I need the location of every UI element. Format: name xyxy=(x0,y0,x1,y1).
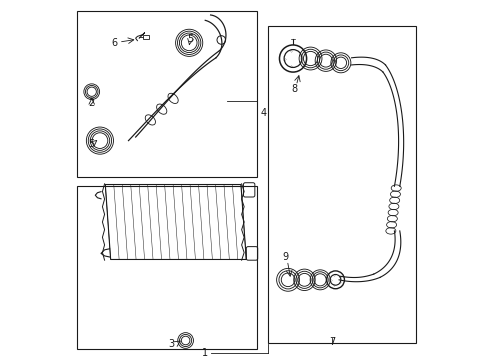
Text: 7: 7 xyxy=(328,337,334,347)
Bar xyxy=(77,12,257,177)
Text: 8: 8 xyxy=(291,84,297,94)
Bar xyxy=(267,26,415,343)
Bar xyxy=(142,35,149,39)
Text: 5: 5 xyxy=(187,34,193,44)
Text: 2: 2 xyxy=(88,99,95,108)
Text: 6: 6 xyxy=(111,38,117,48)
Bar xyxy=(77,186,257,349)
Text: 5: 5 xyxy=(88,139,95,149)
Text: 9: 9 xyxy=(282,252,288,262)
Text: 1: 1 xyxy=(202,348,208,358)
Text: 4: 4 xyxy=(260,108,266,118)
Text: 3: 3 xyxy=(168,339,175,349)
